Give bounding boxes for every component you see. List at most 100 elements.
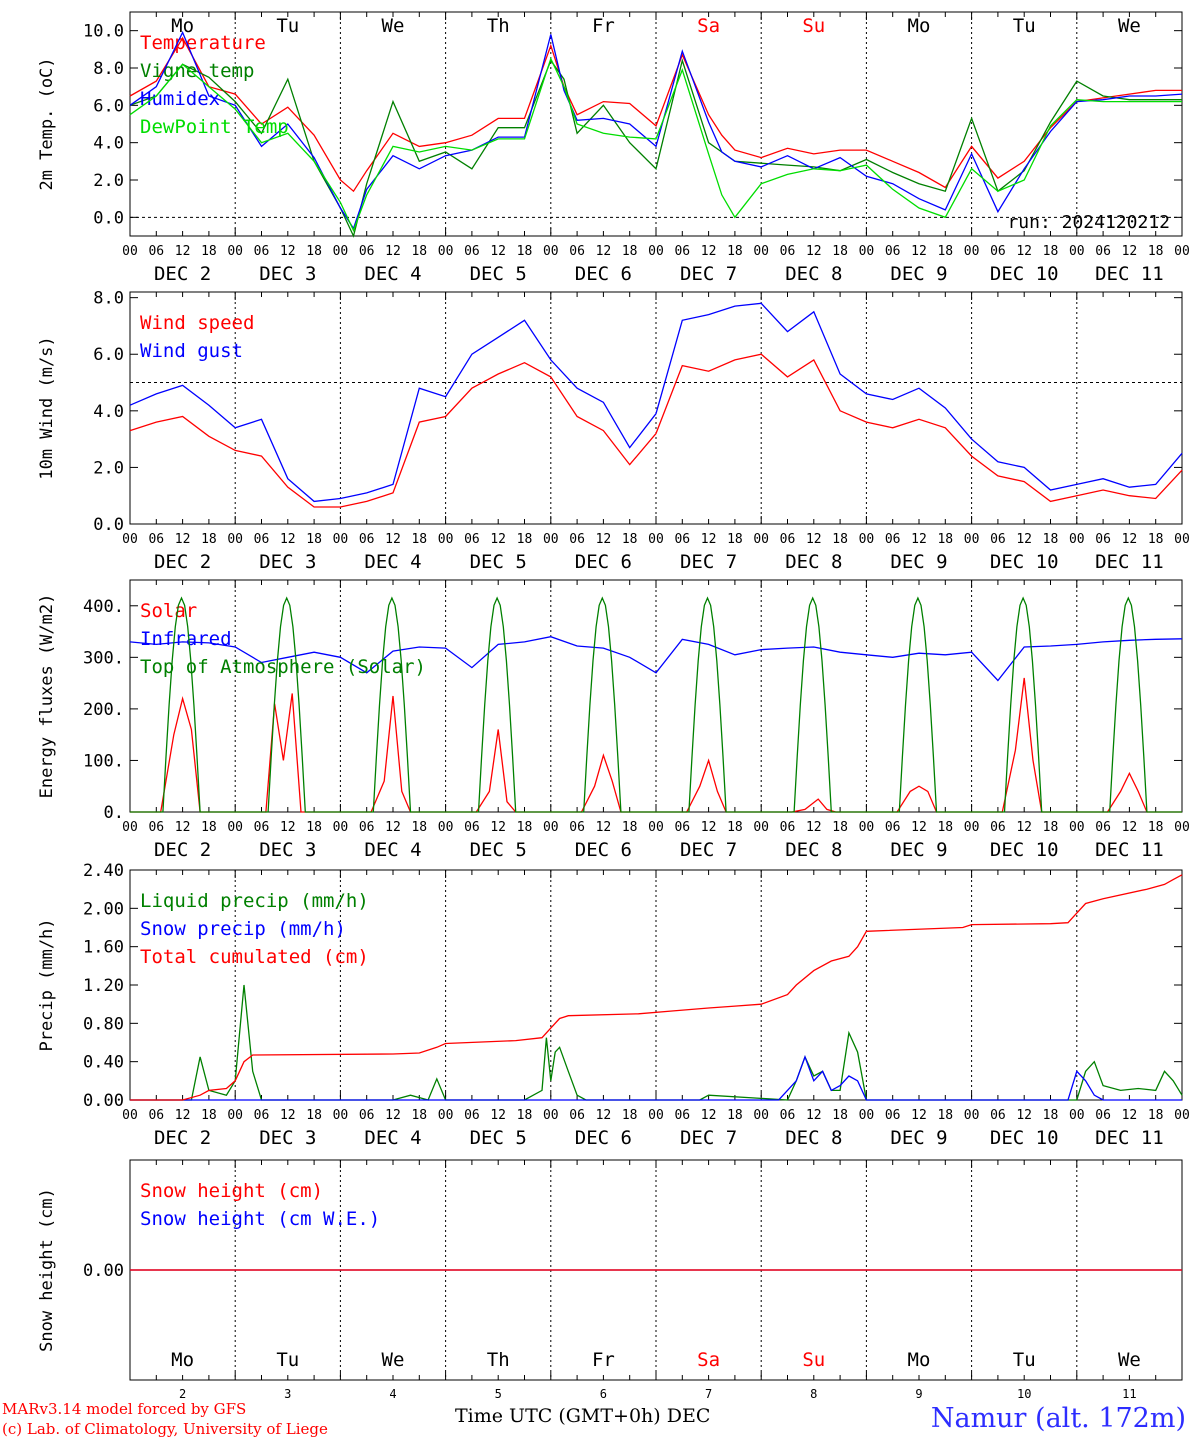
y-tick-label: 300. [83,648,124,668]
hour-label: 12 [911,820,927,835]
hour-label: 18 [727,820,743,835]
hour-label: 12 [596,532,612,547]
hour-label: 00 [648,244,664,259]
date-label: DEC 3 [259,839,316,861]
day-number: 9 [915,1387,922,1401]
hour-label: 18 [832,1108,848,1123]
hour-label: 18 [727,1108,743,1123]
y-tick-label: 2.0 [93,171,124,191]
y-tick-label: 4.0 [93,402,124,422]
hour-label: 00 [438,532,454,547]
hour-label: 00 [543,820,559,835]
hour-label: 00 [122,820,138,835]
date-label: DEC 8 [785,839,842,861]
hour-label: 18 [727,244,743,259]
hour-label: 06 [254,244,270,259]
hour-label: 00 [1069,820,1085,835]
date-label: DEC 4 [364,839,421,861]
hour-label: 00 [964,244,980,259]
hour-label: 00 [1174,820,1190,835]
hour-label: 00 [227,820,243,835]
weekday-label: We [382,15,405,37]
hour-label: 18 [937,244,953,259]
credit-line-lab: (c) Lab. of Climatology, University of L… [2,1420,328,1438]
y-tick-label: 8.0 [93,59,124,79]
hour-label: 06 [359,820,375,835]
hour-label: 00 [333,1108,349,1123]
hour-label: 06 [990,532,1006,547]
y-axis-label: Energy fluxes (W/m2) [37,594,57,799]
y-tick-label: 0.0 [93,515,124,535]
weekday-label: Sa [697,15,720,37]
hour-label: 12 [806,1108,822,1123]
date-label: DEC 7 [680,1127,737,1149]
hour-label: 00 [648,1108,664,1123]
hour-label: 06 [464,820,480,835]
y-tick-label: 0.0 [93,208,124,228]
date-label: DEC 5 [470,263,527,285]
hour-label: 06 [885,244,901,259]
hour-label: 18 [1148,820,1164,835]
hour-label: 06 [254,820,270,835]
date-label: DEC 11 [1095,551,1164,573]
date-label: DEC 5 [470,551,527,573]
date-label: DEC 2 [154,551,211,573]
hour-label: 18 [1043,820,1059,835]
series-line-blue [129,636,1183,682]
hour-label: 00 [438,244,454,259]
hour-label: 18 [201,244,217,259]
hour-label: 00 [543,1108,559,1123]
weekday-label: Tu [276,15,299,37]
date-label: DEC 10 [990,839,1059,861]
hour-label: 00 [333,820,349,835]
hour-label: 18 [832,244,848,259]
legend-entry: Top of Atmosphere (Solar) [140,656,426,678]
hour-label: 12 [701,532,717,547]
hour-label: 12 [490,532,506,547]
hour-label: 12 [911,532,927,547]
date-label: DEC 11 [1095,839,1164,861]
day-number: 6 [600,1387,607,1401]
series-line-green [130,984,1183,1101]
legend-entry: Infrared [140,628,232,650]
hour-label: 00 [1069,244,1085,259]
hour-label: 18 [622,532,638,547]
y-tick-label: 4.0 [93,134,124,154]
panel-2: 0.0 2.0 4.0 6.0 8.0 10m Wind (m/s) 00 06 12 18 00 0… [37,289,1190,573]
hour-label: 12 [1016,1108,1032,1123]
weekday-label: Fr [592,15,615,37]
hour-label: 12 [596,1108,612,1123]
hour-label: 06 [148,1108,164,1123]
date-label: DEC 4 [364,1127,421,1149]
weekday-label: Mo [171,1349,194,1371]
hour-label: 00 [859,532,875,547]
hour-label: 18 [201,1108,217,1123]
hour-label: 12 [1122,532,1138,547]
hour-label: 18 [1043,532,1059,547]
hour-label: 00 [753,820,769,835]
hour-label: 12 [490,820,506,835]
series-line-green [130,596,1182,813]
hour-label: 06 [464,532,480,547]
hour-label: 00 [227,244,243,259]
hour-label: 00 [753,1108,769,1123]
weekday-label: Th [487,15,510,37]
hour-label: 18 [306,820,322,835]
date-label: DEC 10 [990,263,1059,285]
hour-label: 12 [280,244,296,259]
hour-label: 12 [911,1108,927,1123]
hour-label: 00 [753,532,769,547]
hour-label: 00 [122,532,138,547]
hour-label: 00 [227,532,243,547]
legend-entry: Snow height (cm W.E.) [140,1208,380,1230]
y-tick-label: 1.60 [83,938,124,958]
hour-label: 12 [1122,244,1138,259]
hour-label: 18 [727,532,743,547]
hour-label: 12 [806,532,822,547]
y-tick-label: 0. [104,803,124,823]
hour-label: 06 [148,244,164,259]
date-label: DEC 8 [785,1127,842,1149]
hour-label: 12 [280,1108,296,1123]
date-label: DEC 3 [259,263,316,285]
y-tick-label: 1.20 [83,976,124,996]
